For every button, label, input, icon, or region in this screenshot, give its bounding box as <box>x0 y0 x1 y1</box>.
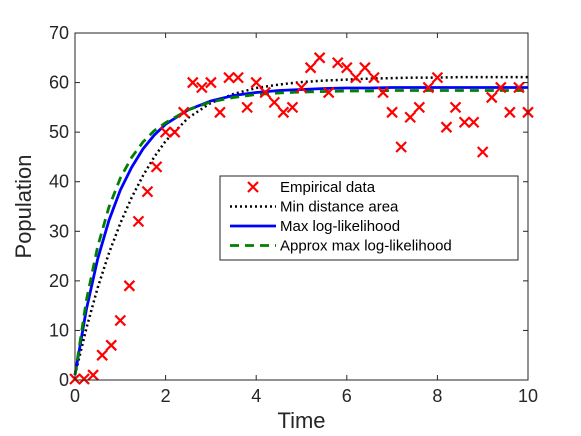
data-point <box>123 280 136 292</box>
x-axis-label: Time <box>277 408 325 433</box>
data-point <box>485 91 498 104</box>
data-point <box>168 126 181 138</box>
data-point <box>87 369 99 381</box>
legend-symbol-empirical-data <box>247 181 259 193</box>
legend-label-approx-max-log-likelihood: Approx max log-likelihood <box>280 238 452 255</box>
legend-label-min-distance-area: Min distance area <box>280 199 399 216</box>
y-tick-label: 0 <box>59 370 69 390</box>
legend-box <box>219 175 519 261</box>
data-point <box>458 116 471 129</box>
data-point <box>431 71 444 84</box>
data-point <box>331 56 344 69</box>
data-point <box>268 96 281 109</box>
x-tick-label: 10 <box>518 386 538 406</box>
data-point <box>413 101 426 114</box>
y-tick-label: 60 <box>49 73 69 93</box>
legend-label-empirical-data: Empirical data <box>280 179 376 196</box>
data-point <box>341 61 353 74</box>
data-point <box>377 86 389 99</box>
data-point <box>196 81 208 94</box>
data-point <box>177 106 190 119</box>
data-point <box>504 106 516 119</box>
y-tick-label: 30 <box>49 221 69 241</box>
data-point <box>295 81 308 94</box>
data-point <box>205 76 217 89</box>
data-point <box>286 101 299 114</box>
data-point <box>395 141 407 153</box>
data-point <box>476 146 489 158</box>
data-point <box>114 314 127 327</box>
data-point <box>304 61 317 74</box>
data-point <box>78 373 90 385</box>
axes-box <box>74 32 529 381</box>
data-point <box>214 106 226 119</box>
data-point <box>422 81 435 94</box>
series-line-3 <box>73 89 528 376</box>
data-point <box>223 71 235 84</box>
y-tick-label: 50 <box>49 122 69 142</box>
data-point <box>495 81 507 94</box>
data-point <box>105 339 118 352</box>
x-tick-label: 0 <box>70 386 80 406</box>
plot-area <box>69 52 534 385</box>
data-point <box>359 61 371 74</box>
legend-label-max-log-likelihood: Max log-likelihood <box>280 218 400 235</box>
data-point <box>159 126 172 138</box>
data-point <box>386 106 398 119</box>
data-point <box>96 349 108 361</box>
y-tick-label: 10 <box>49 320 69 340</box>
data-point <box>187 76 199 89</box>
data-point <box>241 101 253 114</box>
series-line-2 <box>73 86 528 376</box>
axis-ticks: 0 2 4 6 8 10 0 10 20 30 40 50 60 70 <box>49 23 538 406</box>
x-tick-label: 6 <box>342 386 352 406</box>
y-tick-label: 40 <box>49 172 69 192</box>
y-tick-label: 70 <box>49 23 69 43</box>
data-point <box>404 111 416 124</box>
data-point <box>141 185 154 198</box>
y-tick-label: 20 <box>49 271 69 291</box>
data-point <box>350 71 362 84</box>
data-point <box>313 52 326 64</box>
x-tick-label: 2 <box>161 386 171 406</box>
data-point <box>150 161 163 173</box>
data-point <box>132 215 145 228</box>
data-point <box>322 86 335 99</box>
y-axis-label: Population <box>11 155 36 259</box>
data-point <box>368 71 380 84</box>
data-point <box>232 71 244 84</box>
x-tick-label: 8 <box>432 386 442 406</box>
data-point <box>250 76 262 89</box>
data-point <box>449 101 462 114</box>
legend: Empirical data Min distance area Max log… <box>219 175 519 261</box>
data-point <box>513 81 525 94</box>
data-point <box>259 86 272 99</box>
data-point <box>467 116 480 129</box>
data-point <box>440 121 453 133</box>
data-point <box>277 106 290 119</box>
x-tick-label: 4 <box>251 386 261 406</box>
